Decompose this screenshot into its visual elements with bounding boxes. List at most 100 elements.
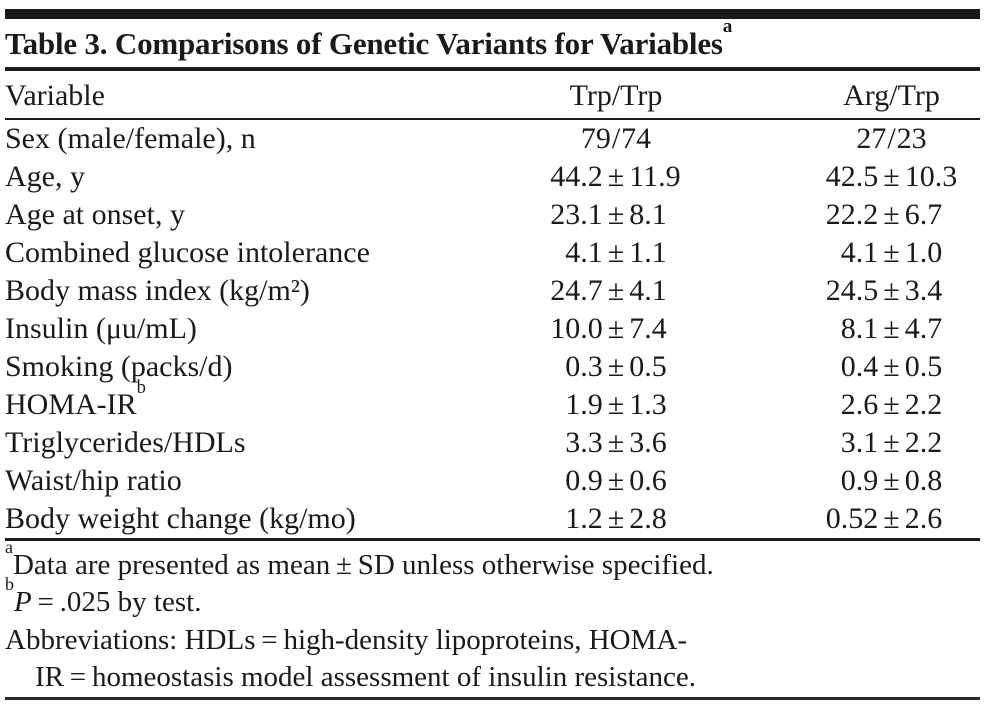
plus-minus-separator: ± xyxy=(607,274,625,307)
table-row: Age at onset, y 23.1 ±8.1 22.2 ±6.7 xyxy=(5,196,980,234)
value-sd: 3.6 xyxy=(629,426,667,459)
value-mean: 0.3 xyxy=(565,350,603,383)
table-title-text: Table 3. Comparisons of Genetic Variants… xyxy=(5,26,723,61)
table-top-bar xyxy=(5,9,980,19)
value-sd: 3.4 xyxy=(904,274,943,307)
row-label-text: Age at onset, y xyxy=(5,198,185,231)
row-label: Combined glucose intolerance xyxy=(5,234,429,272)
value-sd: 2.6 xyxy=(904,502,943,535)
cell-value: 8.1 ±4.7 xyxy=(803,310,980,348)
cell-value: 10.0 ±7.4 xyxy=(429,310,803,348)
title-footnote-marker: a xyxy=(722,16,733,38)
row-label: Age, y xyxy=(5,158,429,196)
cell-value: 1.2 ±2.8 xyxy=(429,500,803,538)
row-label-text: Age, y xyxy=(5,160,85,193)
cell-value: 79/74 xyxy=(429,120,803,158)
cell-trp-trp: 1.2 ±2.8 xyxy=(429,500,803,538)
cell-arg-trp: 42.5 ±10.3 xyxy=(803,158,980,196)
value-mean: 0.9 xyxy=(565,464,603,497)
value-sd: 1.1 xyxy=(629,236,667,269)
value-sd: 0.5 xyxy=(629,350,667,383)
value-mean: 0.4 xyxy=(840,350,879,383)
cell-trp-trp: 0.9 ±0.6 xyxy=(429,462,803,500)
table-row: Waist/hip ratio 0.9 ±0.6 0.9 ±0.8 xyxy=(5,462,980,500)
cell-trp-trp: 0.3 ±0.5 xyxy=(429,348,803,386)
slash-separator: / xyxy=(887,122,896,155)
value-sd: 7.4 xyxy=(629,312,667,345)
value-mean: 2.6 xyxy=(840,388,879,421)
cell-value: 27/23 xyxy=(803,120,980,158)
table-row: Triglycerides/HDLs 3.3 ±3.6 3.1 ±2.2 xyxy=(5,424,980,462)
value-mean: 79 xyxy=(580,122,611,155)
value-sd: 2.8 xyxy=(629,502,667,535)
cell-value: 0.9 ±0.6 xyxy=(429,462,803,500)
value-sd: 0.8 xyxy=(904,464,943,497)
plus-minus-separator: ± xyxy=(607,236,625,269)
plus-minus-separator: ± xyxy=(607,502,625,535)
table-row: Smoking (packs/d) 0.3 ±0.5 0.4 ±0.5 xyxy=(5,348,980,386)
footnote-line: aData are presented as mean ± SD unless … xyxy=(5,538,980,585)
plus-minus-separator: ± xyxy=(883,426,900,459)
plus-minus-separator: ± xyxy=(883,502,900,535)
cell-value: 24.5 ±3.4 xyxy=(803,272,980,310)
row-label: Insulin (μu/mL) xyxy=(5,310,429,348)
value-mean: 0.9 xyxy=(840,464,879,497)
table-row: Sex (male/female), n 79/74 27/23 xyxy=(5,120,980,158)
plus-minus-separator: ± xyxy=(607,312,625,345)
cell-value: 3.3 ±3.6 xyxy=(429,424,803,462)
plus-minus-separator: ± xyxy=(883,312,900,345)
row-label: HOMA-IRb xyxy=(5,378,429,424)
row-label-text: Waist/hip ratio xyxy=(5,464,182,497)
value-mean: 8.1 xyxy=(840,312,879,345)
value-mean: 44.2 xyxy=(550,160,603,193)
row-label: Body weight change (kg/mo) xyxy=(5,500,429,538)
table-title: Table 3. Comparisons of Genetic Variants… xyxy=(5,16,980,67)
cell-trp-trp: 1.9 ±1.3 xyxy=(429,386,803,424)
value-mean: 3.1 xyxy=(840,426,879,459)
table-header-row: Variable Trp/Trp Arg/Trp xyxy=(5,71,980,118)
cell-arg-trp: 0.52 ±2.6 xyxy=(803,500,980,538)
rule-under-title xyxy=(5,67,980,71)
cell-arg-trp: 0.4 ±0.5 xyxy=(803,348,980,386)
row-label: Sex (male/female), n xyxy=(5,120,429,158)
value-mean: 23.1 xyxy=(550,198,603,231)
table-row: Body mass index (kg/m²) 24.7 ±4.1 24.5 ±3.4 xyxy=(5,272,980,310)
slash-separator: / xyxy=(611,122,621,155)
row-label-text: Combined glucose intolerance xyxy=(5,236,370,269)
row-label-text: Sex (male/female), n xyxy=(5,122,256,155)
value-sd: 8.1 xyxy=(629,198,667,231)
row-label-text: Body weight change (kg/mo) xyxy=(5,502,356,535)
footnote-text: IR = homeostasis model assessment of ins… xyxy=(35,661,697,693)
cell-value: 0.52 ±2.6 xyxy=(803,500,980,538)
plus-minus-separator: ± xyxy=(883,274,900,307)
value-sd: 0.5 xyxy=(904,350,943,383)
value-sd: 74 xyxy=(621,122,652,155)
rule-under-body xyxy=(5,538,980,541)
value-mean: 10.0 xyxy=(550,312,603,345)
footnote-line: bP = .025 by test. xyxy=(5,575,980,622)
value-mean: 4.1 xyxy=(840,236,879,269)
footnote-line: Abbreviations: HDLs = high-density lipop… xyxy=(5,622,980,660)
row-label: Smoking (packs/d) xyxy=(5,348,429,386)
value-sd: 1.0 xyxy=(904,236,943,269)
row-label-text: Smoking (packs/d) xyxy=(5,350,233,383)
value-mean: 3.3 xyxy=(565,426,603,459)
value-mean: 1.9 xyxy=(565,388,603,421)
table-body: Sex (male/female), n 79/74 27/23 Age, y 44.2… xyxy=(5,120,980,538)
cell-arg-trp: 24.5 ±3.4 xyxy=(803,272,980,310)
table-row: Body weight change (kg/mo) 1.2 ±2.8 0.52 ±2.… xyxy=(5,500,980,538)
table-row: Age, y 44.2 ±11.9 42.5 ±10.3 xyxy=(5,158,980,196)
plus-minus-separator: ± xyxy=(607,350,625,383)
value-sd: 6.7 xyxy=(904,198,943,231)
cell-arg-trp: 8.1 ±4.7 xyxy=(803,310,980,348)
row-label-text: Triglycerides/HDLs xyxy=(5,426,246,459)
cell-arg-trp: 22.2 ±6.7 xyxy=(803,196,980,234)
cell-value: 2.6 ±2.2 xyxy=(803,386,980,424)
cell-arg-trp: 27/23 xyxy=(803,120,980,158)
value-sd: 11.9 xyxy=(629,160,681,193)
footnote-marker: a xyxy=(5,536,13,557)
rule-bottom xyxy=(5,696,980,700)
cell-value: 44.2 ±11.9 xyxy=(429,158,803,196)
value-mean: 1.2 xyxy=(565,502,603,535)
